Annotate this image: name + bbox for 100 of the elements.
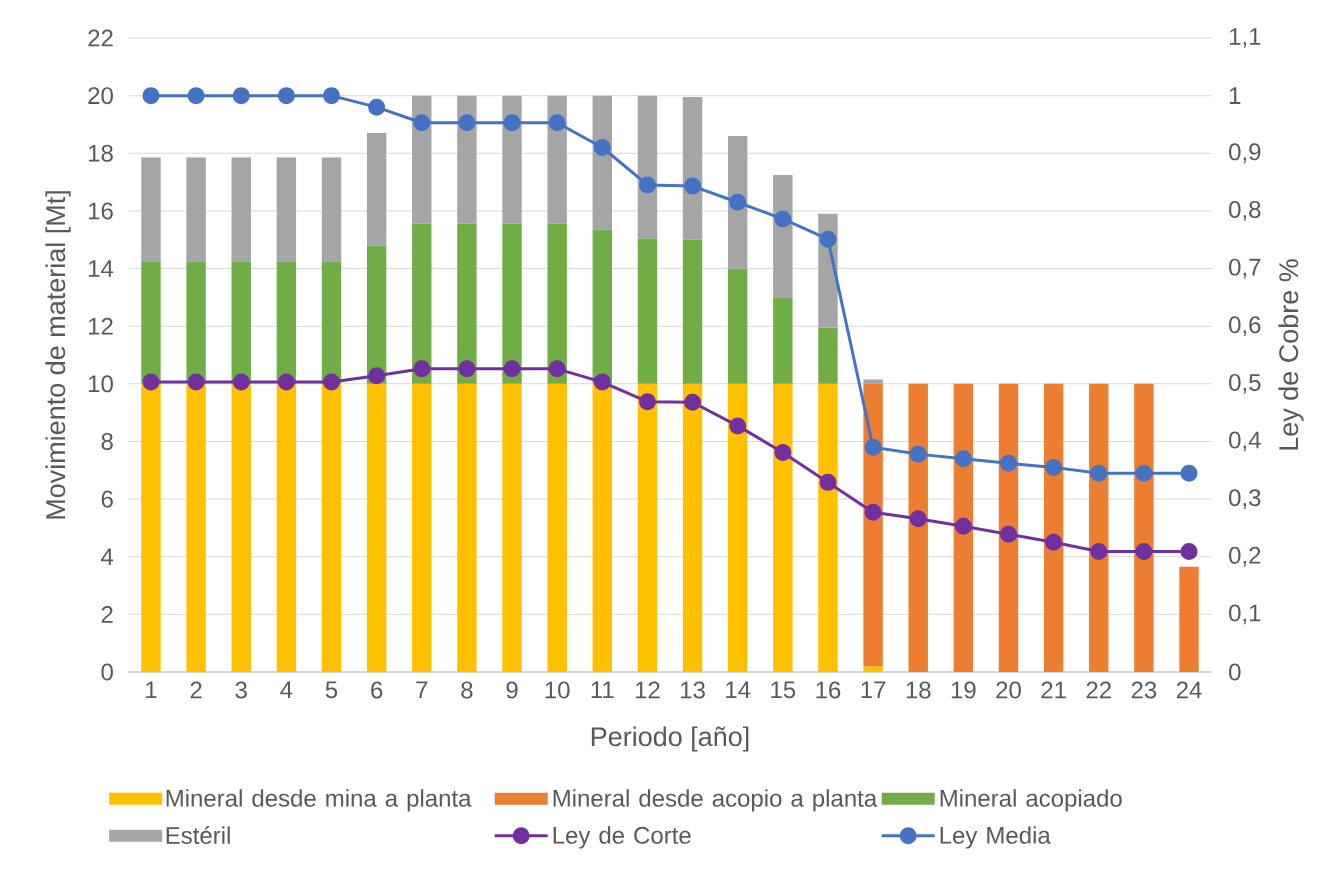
- bar: [773, 383, 793, 672]
- y-tick-label: 4: [101, 548, 114, 565]
- point: [1135, 464, 1153, 482]
- y2-tick-label: 0,1: [1229, 604, 1261, 625]
- x-tick-label: 6: [371, 681, 383, 699]
- bar: [321, 261, 342, 384]
- point: [548, 114, 566, 132]
- point: [909, 445, 927, 463]
- bar: [818, 327, 838, 384]
- bar: [863, 379, 883, 384]
- y-tick-label: 14: [89, 260, 114, 277]
- legend-label: Mineral desde mina a planta: [166, 789, 472, 812]
- point: [503, 114, 521, 132]
- point: [458, 114, 476, 132]
- bar: [592, 95, 612, 230]
- y-tick-label: 16: [89, 202, 113, 220]
- bar: [547, 383, 567, 672]
- point: [323, 87, 340, 105]
- point: [593, 373, 611, 391]
- x-tick-label: 3: [235, 681, 247, 699]
- bar: [276, 261, 297, 384]
- bar: [1179, 566, 1199, 672]
- point: [864, 438, 882, 456]
- x-tick-label: 1: [146, 681, 157, 699]
- bar: [412, 383, 432, 672]
- bar: [321, 383, 342, 672]
- point: [413, 114, 431, 132]
- x-tick-label: 18: [906, 681, 931, 699]
- bar: [998, 383, 1019, 672]
- bar: [457, 383, 477, 672]
- point: [1000, 525, 1017, 543]
- bar: [366, 383, 387, 672]
- x-tick-label: 23: [1131, 681, 1157, 699]
- point: [503, 360, 521, 378]
- bar: [547, 223, 567, 384]
- bar: [231, 383, 251, 672]
- x-axis-title: Periodo [año]: [591, 726, 749, 752]
- point: [368, 98, 386, 116]
- bar: [728, 268, 748, 384]
- y-tick-label: 22: [88, 29, 113, 47]
- x-tick-label: 15: [771, 681, 796, 699]
- bar: [637, 238, 658, 384]
- y2-tick-label: 0,2: [1229, 546, 1261, 567]
- point: [368, 367, 386, 385]
- point: [684, 393, 702, 411]
- point: [323, 373, 340, 391]
- point: [142, 87, 160, 105]
- point: [774, 443, 792, 461]
- y2-tick-label: 0,3: [1229, 489, 1261, 509]
- y2-tick-label: 0,9: [1229, 143, 1261, 164]
- bar: [276, 157, 297, 262]
- bar: [366, 133, 387, 246]
- x-tick-label: 10: [545, 681, 570, 699]
- bar: [592, 229, 612, 384]
- bar: [1089, 383, 1109, 672]
- x-tick-label: 22: [1086, 681, 1111, 699]
- bar: [141, 383, 161, 672]
- point: [142, 373, 160, 391]
- bar: [728, 135, 748, 269]
- point: [638, 393, 656, 411]
- bar: [186, 157, 206, 262]
- y-tick-label: 10: [89, 375, 113, 393]
- y-tick-label: 6: [101, 490, 113, 508]
- point: [1090, 543, 1108, 561]
- y2-tick-label: 1,1: [1229, 28, 1261, 48]
- point: [277, 87, 295, 105]
- bar: [412, 223, 432, 384]
- point: [232, 373, 250, 391]
- bar: [502, 383, 522, 672]
- point: [774, 210, 792, 228]
- y-tick-label: 12: [89, 317, 113, 335]
- bar: [141, 157, 161, 262]
- bar: [231, 261, 251, 384]
- y2-tick-label: 0,5: [1229, 373, 1261, 394]
- x-tick-label: 9: [506, 681, 518, 699]
- point: [187, 373, 205, 391]
- y-tick-label: 0: [101, 663, 113, 681]
- x-tick-label: 14: [726, 681, 751, 699]
- bar: [547, 95, 567, 224]
- point: [909, 510, 927, 528]
- bar: [502, 95, 522, 224]
- y2-tick-label: 0,8: [1229, 201, 1261, 221]
- bar: [637, 383, 658, 672]
- x-tick-label: 7: [416, 681, 428, 699]
- y-axis-title: Movimiento de material [Mt]: [45, 191, 71, 519]
- point: [458, 360, 476, 378]
- y2-tick-label: 0: [1229, 663, 1241, 681]
- point: [729, 193, 747, 211]
- point: [819, 230, 837, 248]
- point: [1180, 543, 1198, 561]
- legend-label: Estéril: [166, 826, 230, 844]
- bar: [141, 261, 161, 384]
- point: [819, 473, 837, 491]
- bar: [682, 383, 703, 672]
- x-tick-label: 17: [861, 681, 886, 699]
- point: [1135, 543, 1153, 561]
- legend-label: Ley de Corte: [553, 826, 691, 849]
- y-tick-label: 20: [88, 87, 113, 105]
- bar: [321, 157, 342, 262]
- y2-tick-label: 0,4: [1229, 431, 1261, 452]
